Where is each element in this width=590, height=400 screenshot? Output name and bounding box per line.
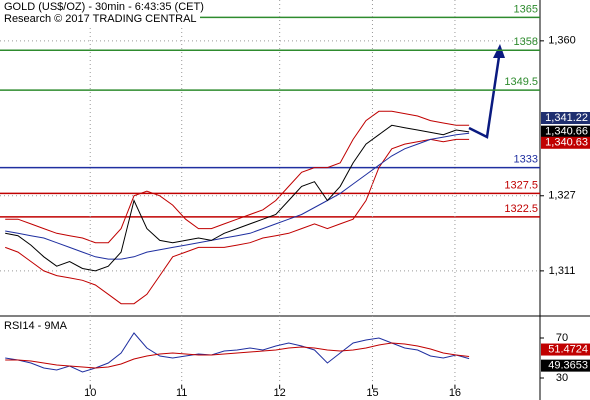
series-line bbox=[5, 110, 470, 244]
level-label: 1349.5 bbox=[504, 76, 538, 88]
x-tick-label: 15 bbox=[366, 387, 378, 399]
value-box bbox=[541, 343, 590, 356]
value-box bbox=[541, 359, 590, 372]
level-label: 1327.5 bbox=[504, 179, 538, 191]
scenario-arrow bbox=[468, 49, 502, 139]
x-tick-label: 10 bbox=[84, 387, 96, 399]
price-box bbox=[541, 125, 590, 138]
price-panel: 1,360 1,327 1,311 1365 1358 1349.5 1333 1327.5 1… bbox=[0, 3, 590, 305]
y-tick-label: 70 bbox=[556, 332, 568, 344]
price-box bbox=[541, 112, 590, 125]
level-label: 1322.5 bbox=[504, 203, 538, 215]
price-label: 1,340.63 bbox=[545, 137, 588, 149]
rsi-panel: 70 30 10 11 12 15 16 49.3653 51.4724 bbox=[5, 0, 590, 399]
level-label: 1358 bbox=[514, 36, 538, 48]
panel-title: RSI14 - 9MA bbox=[4, 320, 68, 332]
price-label: 1,340.66 bbox=[545, 126, 588, 138]
title-bg bbox=[0, 0, 200, 26]
level-label: 1365 bbox=[514, 3, 538, 15]
series-line bbox=[5, 138, 470, 305]
level-label: 1333 bbox=[514, 153, 538, 165]
y-tick-label: 1,360 bbox=[548, 35, 576, 47]
x-tick-label: 12 bbox=[274, 387, 286, 399]
x-tick-label: 16 bbox=[449, 387, 461, 399]
y-tick-label: 1,327 bbox=[548, 190, 576, 202]
series-line bbox=[5, 342, 470, 369]
y-tick-label: 30 bbox=[556, 372, 568, 384]
x-tick-label: 11 bbox=[176, 387, 187, 399]
value-label: 51.4724 bbox=[548, 343, 588, 355]
y-tick-label: 1,311 bbox=[549, 265, 576, 277]
chart-subtitle: Research © 2017 TRADING CENTRAL bbox=[4, 13, 197, 25]
price-box bbox=[541, 136, 590, 149]
value-label: 49.3653 bbox=[548, 360, 588, 372]
price-label: 1,341.22 bbox=[545, 112, 588, 124]
chart-title: GOLD (US$/OZ) - 30min - 6:43:35 (CET) bbox=[4, 1, 204, 13]
series-line bbox=[5, 124, 470, 272]
series-line bbox=[5, 132, 470, 260]
arrow-head bbox=[493, 44, 505, 58]
